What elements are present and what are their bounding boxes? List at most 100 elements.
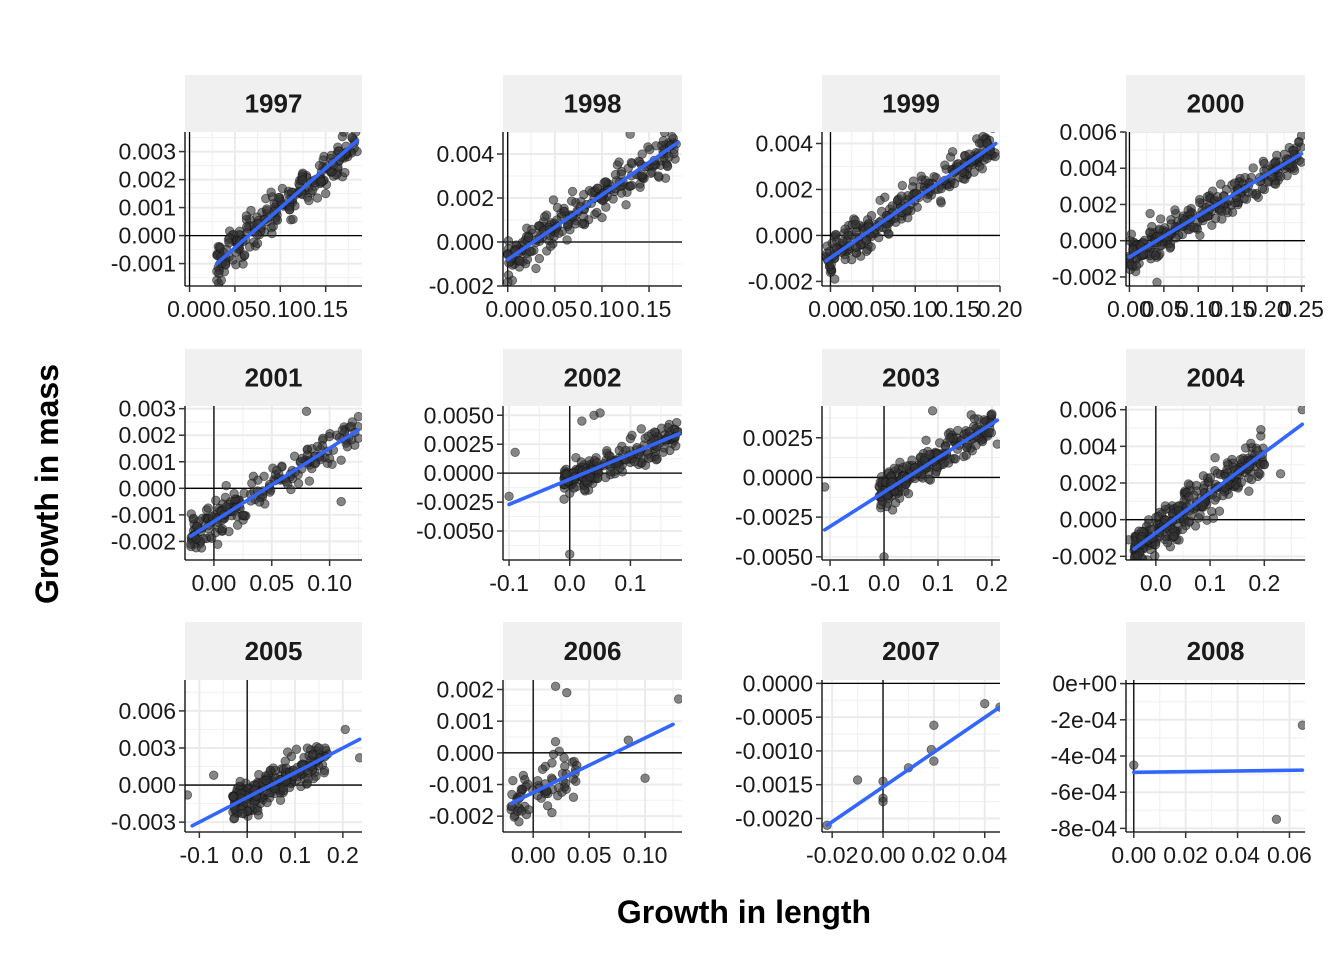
- y-tick-label: -0.001: [111, 502, 176, 528]
- x-tick-label: 0.04: [962, 842, 1007, 868]
- fit-line: [509, 722, 675, 806]
- data-point: [545, 241, 556, 251]
- facet-strip: [822, 622, 1000, 680]
- x-tick-label: 0.15: [1210, 296, 1255, 322]
- data-point: [984, 427, 994, 438]
- panel-2000: 2000 0.000.050.100.150.200.25 -0.002 0.000 0…: [1052, 75, 1324, 322]
- data-point: [1216, 206, 1227, 216]
- data-point: [209, 770, 219, 780]
- data-point: [621, 200, 631, 210]
- panel-plot-area: [503, 406, 682, 560]
- panel-plot-area: [1126, 406, 1305, 560]
- y-tick-label: 0e+00: [1052, 671, 1117, 697]
- data-point: [950, 454, 961, 464]
- data-point: [897, 180, 908, 191]
- y-tick-label: -8e-04: [1051, 815, 1118, 841]
- y-tick-label: -0.0050: [735, 544, 813, 570]
- data-point: [1210, 495, 1220, 505]
- data-point: [537, 764, 548, 775]
- data-point: [304, 476, 315, 486]
- data-point: [606, 466, 616, 477]
- data-point: [1271, 814, 1282, 825]
- data-point: [229, 488, 239, 499]
- data-point: [566, 196, 577, 206]
- panel-2006: 2006 0.00 0.05 0.10 -0.002 -0.001 0.000 0.001 0.…: [429, 622, 682, 868]
- y-axis-title: Growth in mass: [29, 364, 65, 604]
- data-point: [196, 543, 207, 553]
- data-point: [1177, 524, 1188, 535]
- data-point: [907, 455, 917, 465]
- y-tick-label: 0.0025: [424, 431, 494, 457]
- x-tick-label: 0.05: [850, 296, 895, 322]
- facet-strip: [1126, 75, 1305, 132]
- y-tick-label: -0.0025: [416, 489, 494, 515]
- data-point: [336, 496, 346, 507]
- x-tick-label: 0.00: [861, 842, 906, 868]
- y-tick-label: 0.004: [1059, 433, 1117, 459]
- data-point: [977, 164, 988, 174]
- data-point: [221, 480, 231, 491]
- x-tick-label: 0.20: [978, 296, 1023, 322]
- x-axis-title: Growth in length: [617, 894, 871, 930]
- data-point: [979, 415, 989, 425]
- data-point: [629, 457, 640, 467]
- x-tick-label: -0.1: [180, 842, 220, 868]
- data-point: [673, 694, 682, 704]
- data-point: [254, 769, 264, 780]
- data-point: [261, 775, 271, 786]
- data-point: [1153, 511, 1163, 522]
- data-point: [922, 193, 933, 203]
- data-point: [896, 191, 907, 201]
- panel-1999: 1999 0.000.050.100.150.20 -0.002 0.000 0.002…: [748, 75, 1023, 322]
- y-tick-label: 0.0000: [743, 670, 813, 696]
- data-point: [217, 524, 228, 534]
- data-point: [240, 250, 250, 260]
- data-point: [319, 768, 329, 778]
- data-point: [1160, 501, 1171, 511]
- panel-1998: 1998 0.00 0.05 0.10 0.15 -0.002 0.000 0.002 0.00…: [429, 75, 682, 322]
- x-tick-label: 0.10: [1176, 296, 1221, 322]
- x-tick-label: 0.02: [912, 842, 957, 868]
- data-point: [889, 463, 899, 473]
- data-point: [1205, 473, 1216, 483]
- data-point: [643, 142, 653, 152]
- fit-line: [505, 141, 680, 262]
- data-point: [1169, 531, 1179, 541]
- facet-strip: [185, 622, 362, 680]
- data-point: [579, 189, 589, 200]
- y-tick-label: 0.0000: [424, 460, 494, 486]
- x-tick-label: 0.05: [213, 296, 258, 322]
- facet-strip-label: 2000: [1187, 89, 1245, 119]
- x-tick-label: 0.15: [627, 296, 672, 322]
- y-tick-label: 0.006: [118, 698, 176, 724]
- x-tick-label: 0.06: [1267, 842, 1312, 868]
- y-tick-label: -0.0025: [735, 504, 813, 530]
- data-point: [989, 132, 996, 133]
- data-point: [1296, 157, 1305, 167]
- y-tick-label: 0.002: [118, 167, 176, 193]
- data-point: [1165, 243, 1175, 253]
- fit-line: [825, 705, 1000, 828]
- facet-strip-label: 2002: [564, 363, 622, 393]
- panel-2004: 2004 0.0 0.1 0.2 -0.002 0.000 0.002 0.004 0.006: [1052, 349, 1305, 596]
- data-point: [1129, 760, 1139, 770]
- data-point: [662, 161, 673, 172]
- x-tick-label: 0.05: [567, 842, 612, 868]
- y-tick-label: -0.002: [429, 273, 494, 299]
- data-point: [1246, 438, 1256, 449]
- x-tick-label: 0.00: [511, 842, 556, 868]
- facet-strip: [503, 75, 682, 132]
- data-point: [1297, 406, 1305, 415]
- data-point: [232, 520, 243, 530]
- data-point: [337, 425, 347, 435]
- data-point: [252, 238, 263, 249]
- data-point: [303, 774, 313, 784]
- data-point: [568, 792, 579, 802]
- facet-strip-label: 1999: [882, 89, 940, 119]
- data-point: [577, 219, 587, 229]
- panel-background: [185, 680, 362, 832]
- data-point: [554, 783, 564, 793]
- y-tick-label: 0.000: [118, 223, 176, 249]
- x-tick-label: 0.2: [327, 842, 359, 868]
